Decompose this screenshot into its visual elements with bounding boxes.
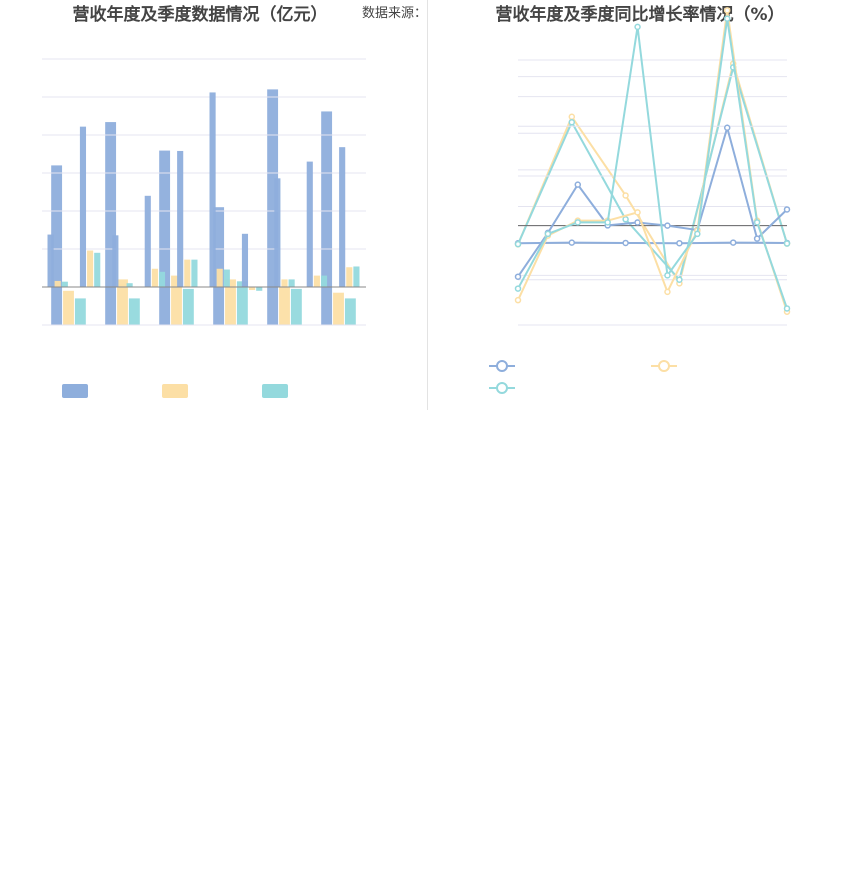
bar-扣非净利润 <box>158 271 166 287</box>
series-point <box>514 296 522 304</box>
bar-营业总收入 <box>159 150 171 325</box>
growth-chart-panel: 营收年度及季度同比增长率情况（%） <box>425 0 850 410</box>
bar-营业总收入 <box>339 147 346 287</box>
bar-扣非净利润 <box>182 288 194 325</box>
bar-归母净利润 <box>171 275 182 325</box>
series-point <box>514 285 522 292</box>
bar-营业总收入 <box>79 126 87 287</box>
series-point <box>783 305 791 312</box>
bar-归母净利润 <box>87 250 94 287</box>
bar-扣非净利润 <box>353 266 360 287</box>
revenue-chart-panel: 营收年度及季度数据情况（亿元） 数据来源：恒生聚源 <box>0 0 425 410</box>
bar-归母净利润 <box>333 292 344 325</box>
bar-营业总收入 <box>321 111 333 325</box>
series-point <box>514 273 522 280</box>
series-point <box>514 240 522 248</box>
bar-扣非净利润 <box>223 269 230 287</box>
bar-归母净利润 <box>279 287 290 325</box>
bar-扣非净利润 <box>128 298 140 325</box>
series-point <box>694 230 701 238</box>
series-line-归母净利润同比增长率 <box>517 10 788 313</box>
bar-营业总收入 <box>51 165 63 325</box>
series-point <box>723 7 731 14</box>
panel-divider <box>427 0 428 410</box>
series-point <box>574 181 582 188</box>
series-point <box>676 276 683 283</box>
bar-归母净利润 <box>151 268 158 287</box>
series-point <box>574 219 582 226</box>
series-point <box>568 239 576 246</box>
series-point <box>753 235 761 242</box>
growth-chart: 营收年度及季度同比增长率情况（%） <box>489 4 791 394</box>
data-source-label: 数据来源：恒生聚源 <box>362 6 425 21</box>
bar-归母净利润 <box>63 290 74 325</box>
legend-swatch <box>162 384 188 398</box>
bar-营业总收入 <box>213 207 225 325</box>
bar-扣非净利润 <box>191 259 198 287</box>
series-point <box>753 219 761 226</box>
bar-扣非净利润 <box>61 281 68 287</box>
bar-营业总收入 <box>112 235 119 287</box>
series-point <box>783 240 791 247</box>
series-point <box>622 239 629 247</box>
bar-扣非净利润 <box>94 252 101 287</box>
bar-归母净利润 <box>313 275 320 287</box>
chart-title: 营收年度及季度同比增长率情况（%） <box>495 4 784 25</box>
series-point <box>664 288 671 296</box>
series-point <box>634 219 641 226</box>
legend-marker <box>658 360 670 372</box>
series-line-扣非净利润同比增长率 <box>517 18 788 309</box>
series-line-营业总收入同比增长率 <box>517 241 788 245</box>
series-point <box>634 209 641 216</box>
series-point <box>634 23 641 31</box>
bar-扣非净利润 <box>288 279 295 287</box>
bar-归母净利润 <box>119 283 126 287</box>
bar-营业总收入 <box>47 234 54 287</box>
bar-营业总收入 <box>105 122 117 325</box>
series-point <box>723 124 731 131</box>
series-point <box>783 206 791 213</box>
bar-归母净利润 <box>225 279 236 325</box>
series-point <box>664 272 671 279</box>
bar-营业总收入 <box>241 233 249 287</box>
series-line-扣非净利润同比增长率 <box>517 63 788 282</box>
chart-title: 营收年度及季度数据情况（亿元） <box>73 4 328 25</box>
legend-swatch <box>62 384 88 398</box>
series-point <box>622 192 629 199</box>
bar-营业总收入 <box>177 150 184 287</box>
bar-营业总收入 <box>274 178 281 287</box>
series-line-营业总收入同比增长率 <box>517 124 788 278</box>
series-point <box>664 222 671 229</box>
legend-marker <box>496 382 508 394</box>
bar-营业总收入 <box>209 92 216 287</box>
bar-归母净利润 <box>117 279 128 325</box>
series-point <box>544 230 552 238</box>
bar-归母净利润 <box>281 279 288 287</box>
bar-归母净利润 <box>54 280 61 287</box>
bar-扣非净利润 <box>256 287 263 291</box>
bar-归母净利润 <box>346 267 353 287</box>
bar-扣非净利润 <box>344 298 356 325</box>
bar-扣非净利润 <box>126 283 133 287</box>
legend-marker <box>496 360 508 372</box>
bar-归母净利润 <box>249 287 256 291</box>
bar-归母净利润 <box>216 268 223 287</box>
bar-归母净利润 <box>184 259 191 287</box>
revenue-chart: 营收年度及季度数据情况（亿元） 数据来源：恒生聚源 <box>42 4 425 398</box>
bar-营业总收入 <box>267 89 279 326</box>
series-point <box>604 219 611 226</box>
series-point <box>568 113 576 121</box>
series-point <box>676 239 683 247</box>
bar-扣非净利润 <box>320 275 328 287</box>
legend-swatch <box>262 384 288 398</box>
series-point <box>622 216 629 223</box>
bar-营业总收入 <box>144 195 151 287</box>
series-point <box>723 15 731 22</box>
bar-扣非净利润 <box>236 281 248 325</box>
series-point <box>568 118 576 126</box>
bar-扣非净利润 <box>74 298 86 325</box>
bar-扣非净利润 <box>290 288 302 325</box>
bar-营业总收入 <box>306 161 313 287</box>
series-point <box>729 239 737 246</box>
